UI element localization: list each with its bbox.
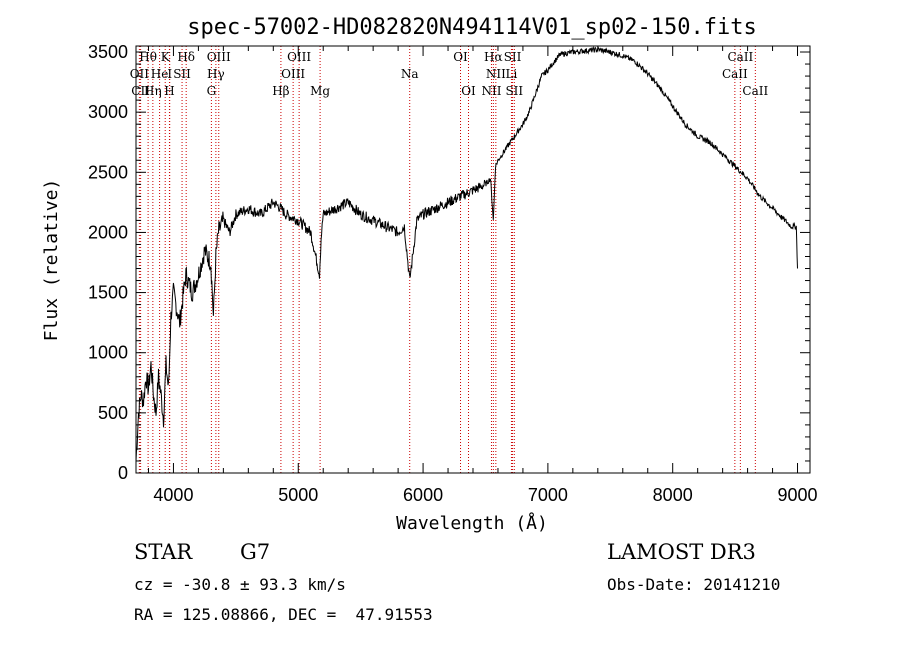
- x-tick-label: 4000: [153, 485, 193, 505]
- y-tick-label: 2500: [88, 162, 128, 182]
- redshift-readout: cz = -30.8 ± 93.3 km/s: [134, 575, 346, 594]
- line-label: CaII: [727, 50, 753, 64]
- line-label: Mg: [310, 84, 330, 98]
- line-label: CaII: [722, 67, 748, 81]
- x-axis-label: Wavelength (Å): [396, 512, 548, 534]
- line-label: OIII: [281, 67, 305, 81]
- line-label: NII: [486, 67, 506, 81]
- x-tick-label: 9000: [777, 485, 817, 505]
- x-tick-label: 8000: [653, 485, 693, 505]
- y-axis-label: Flux (relative): [41, 179, 62, 342]
- line-label: H: [164, 84, 174, 98]
- line-label: I: [167, 67, 172, 81]
- obs-date: Obs-Date: 20141210: [607, 575, 781, 594]
- y-tick-label: 1000: [88, 343, 128, 363]
- x-tick-label: 6000: [403, 485, 443, 505]
- line-label: Hγ: [207, 67, 225, 81]
- line-label: SII: [505, 84, 523, 98]
- line-label: OIII: [287, 50, 311, 64]
- survey-name: LAMOST DR3: [607, 540, 756, 564]
- spectral-subclass: G7: [240, 540, 271, 564]
- y-tick-label: 3000: [88, 102, 128, 122]
- line-label: NII: [481, 84, 501, 98]
- y-tick-label: 0: [118, 463, 128, 483]
- line-label: Hθ: [139, 50, 157, 64]
- line-label: OIII: [207, 50, 231, 64]
- line-label: Na: [401, 67, 419, 81]
- line-label: OII: [130, 67, 150, 81]
- x-tick-label: 5000: [278, 485, 318, 505]
- line-label: Hβ: [272, 84, 289, 98]
- line-label: SII: [173, 67, 191, 81]
- line-label: He: [151, 67, 169, 81]
- line-label: K: [161, 50, 171, 64]
- y-tick-label: 500: [98, 403, 128, 423]
- line-label: G: [207, 84, 217, 98]
- y-tick-label: 2000: [88, 222, 128, 242]
- line-label: CaII: [742, 84, 768, 98]
- line-label: SII: [504, 50, 522, 64]
- object-class: STAR: [134, 540, 193, 564]
- plot-frame: [135, 45, 811, 474]
- line-label: Li: [506, 67, 518, 81]
- y-tick-label: 3500: [88, 42, 128, 62]
- line-label: OI: [461, 84, 476, 98]
- x-tick-label: 7000: [528, 485, 568, 505]
- line-label: Hα: [484, 50, 503, 64]
- line-label: OI: [453, 50, 468, 64]
- line-label: Hη: [144, 84, 162, 98]
- spectrum-series: [135, 45, 798, 462]
- y-tick-label: 1500: [88, 283, 128, 303]
- chart-title: spec-57002-HD082820N494114V01_sp02-150.f…: [187, 15, 757, 40]
- coordinates: RA = 125.08866, DEC = 47.91553: [134, 605, 433, 624]
- line-label: Hδ: [177, 50, 195, 64]
